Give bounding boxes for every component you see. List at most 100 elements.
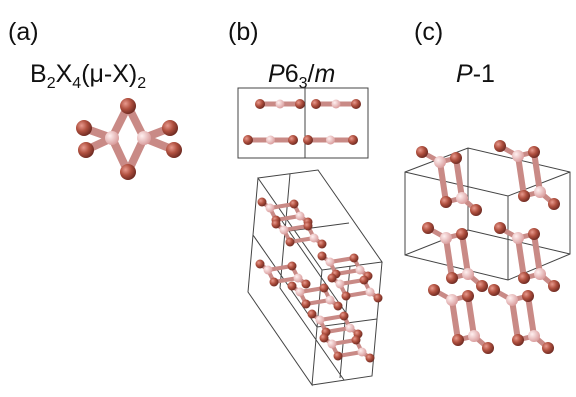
boron-atom: [462, 268, 474, 280]
boron-atom: [326, 296, 335, 305]
bond: [518, 156, 524, 196]
halogen-atom: [450, 152, 462, 164]
panel-title: P63/m: [268, 60, 335, 92]
halogen-atom: [302, 300, 311, 309]
boron-atom: [468, 330, 480, 342]
boron-atom: [506, 294, 518, 306]
bond: [440, 162, 446, 202]
halogen-atom: [522, 290, 534, 302]
boron-atom: [528, 330, 540, 342]
halogen-atom: [350, 254, 359, 263]
halogen-atom: [366, 354, 375, 363]
halogen-atom: [440, 196, 452, 208]
halogen-atom: [340, 312, 349, 321]
boron-atom: [512, 150, 524, 162]
boron-atom: [366, 288, 375, 297]
halogen-atom: [542, 342, 554, 354]
title-part: (μ-X): [81, 60, 137, 88]
halogen-atom: [318, 240, 327, 249]
halogen-atom: [482, 342, 494, 354]
halogen-atom: [120, 98, 136, 114]
boron-atom: [266, 204, 275, 213]
title-part: P: [456, 60, 473, 88]
boron-atom: [316, 316, 325, 325]
halogen-atom: [352, 336, 361, 345]
panel-title: B2X4(μ-X)2: [30, 60, 146, 92]
boron-atom: [326, 136, 335, 145]
halogen-atom: [462, 290, 474, 302]
halogen-atom: [456, 228, 468, 240]
boron-atom: [456, 192, 468, 204]
halogen-atom: [78, 142, 94, 158]
halogen-atom: [416, 146, 428, 158]
molecules: [76, 98, 560, 363]
title-part: 2: [137, 75, 146, 92]
boron-atom: [512, 232, 524, 244]
boron-atom: [356, 266, 365, 275]
halogen-atom: [518, 272, 530, 284]
halogen-atom: [328, 274, 337, 283]
halogen-atom: [334, 302, 343, 311]
halogen-atom: [446, 272, 458, 284]
boron-atom: [266, 136, 275, 145]
halogen-atom: [548, 198, 560, 210]
halogen-atom: [428, 284, 440, 296]
title-part: P: [268, 60, 285, 88]
halogen-atom: [295, 99, 305, 109]
halogen-atom: [120, 164, 136, 180]
halogen-atom: [303, 135, 313, 145]
halogen-atom: [304, 222, 313, 231]
halogen-atom: [528, 146, 540, 158]
title-part: B: [30, 60, 47, 88]
panel-label: (c): [414, 18, 443, 46]
boron-atom: [310, 234, 319, 243]
halogen-atom: [76, 120, 92, 136]
halogen-atom: [488, 284, 500, 296]
halogen-atom: [518, 190, 530, 202]
bond: [452, 300, 458, 340]
boron-atom: [534, 186, 546, 198]
halogen-atom: [360, 276, 369, 285]
halogen-atom: [512, 334, 524, 346]
boron-atom: [294, 274, 303, 283]
halogen-atom: [494, 140, 506, 152]
title-part: X: [56, 60, 73, 88]
boron-atom: [105, 131, 119, 145]
halogen-atom: [348, 135, 358, 145]
boron-atom: [280, 226, 289, 235]
halogen-atom: [334, 352, 343, 361]
title-part: /: [308, 60, 315, 88]
halogen-atom: [258, 198, 267, 207]
boron-atom: [137, 131, 151, 145]
halogen-atom: [288, 282, 297, 291]
halogen-atom: [162, 120, 178, 136]
boron-atom: [336, 280, 345, 289]
halogen-atom: [351, 99, 361, 109]
halogen-atom: [288, 135, 298, 145]
title-part: 3: [299, 75, 308, 92]
halogen-atom: [272, 220, 281, 229]
halogen-atom: [374, 294, 383, 303]
title-part: 4: [72, 75, 81, 92]
title-part: 6: [285, 60, 299, 88]
halogen-atom: [422, 222, 434, 234]
halogen-atom: [528, 228, 540, 240]
halogen-atom: [320, 334, 329, 343]
halogen-atom: [320, 284, 329, 293]
panel-label: (b): [228, 18, 259, 46]
boron-atom: [332, 100, 341, 109]
halogen-atom: [256, 260, 265, 269]
boron-atom: [296, 212, 305, 221]
boron-atom: [358, 348, 367, 357]
halogen-atom: [311, 99, 321, 109]
bond: [462, 234, 468, 274]
boron-atom: [434, 156, 446, 168]
boron-atom: [326, 258, 335, 267]
halogen-atom: [452, 334, 464, 346]
boron-atom: [446, 294, 458, 306]
halogen-atom: [288, 262, 297, 271]
bond: [512, 300, 518, 340]
halogen-atom: [270, 278, 279, 287]
halogen-atom: [308, 310, 317, 319]
halogen-atom: [302, 280, 311, 289]
